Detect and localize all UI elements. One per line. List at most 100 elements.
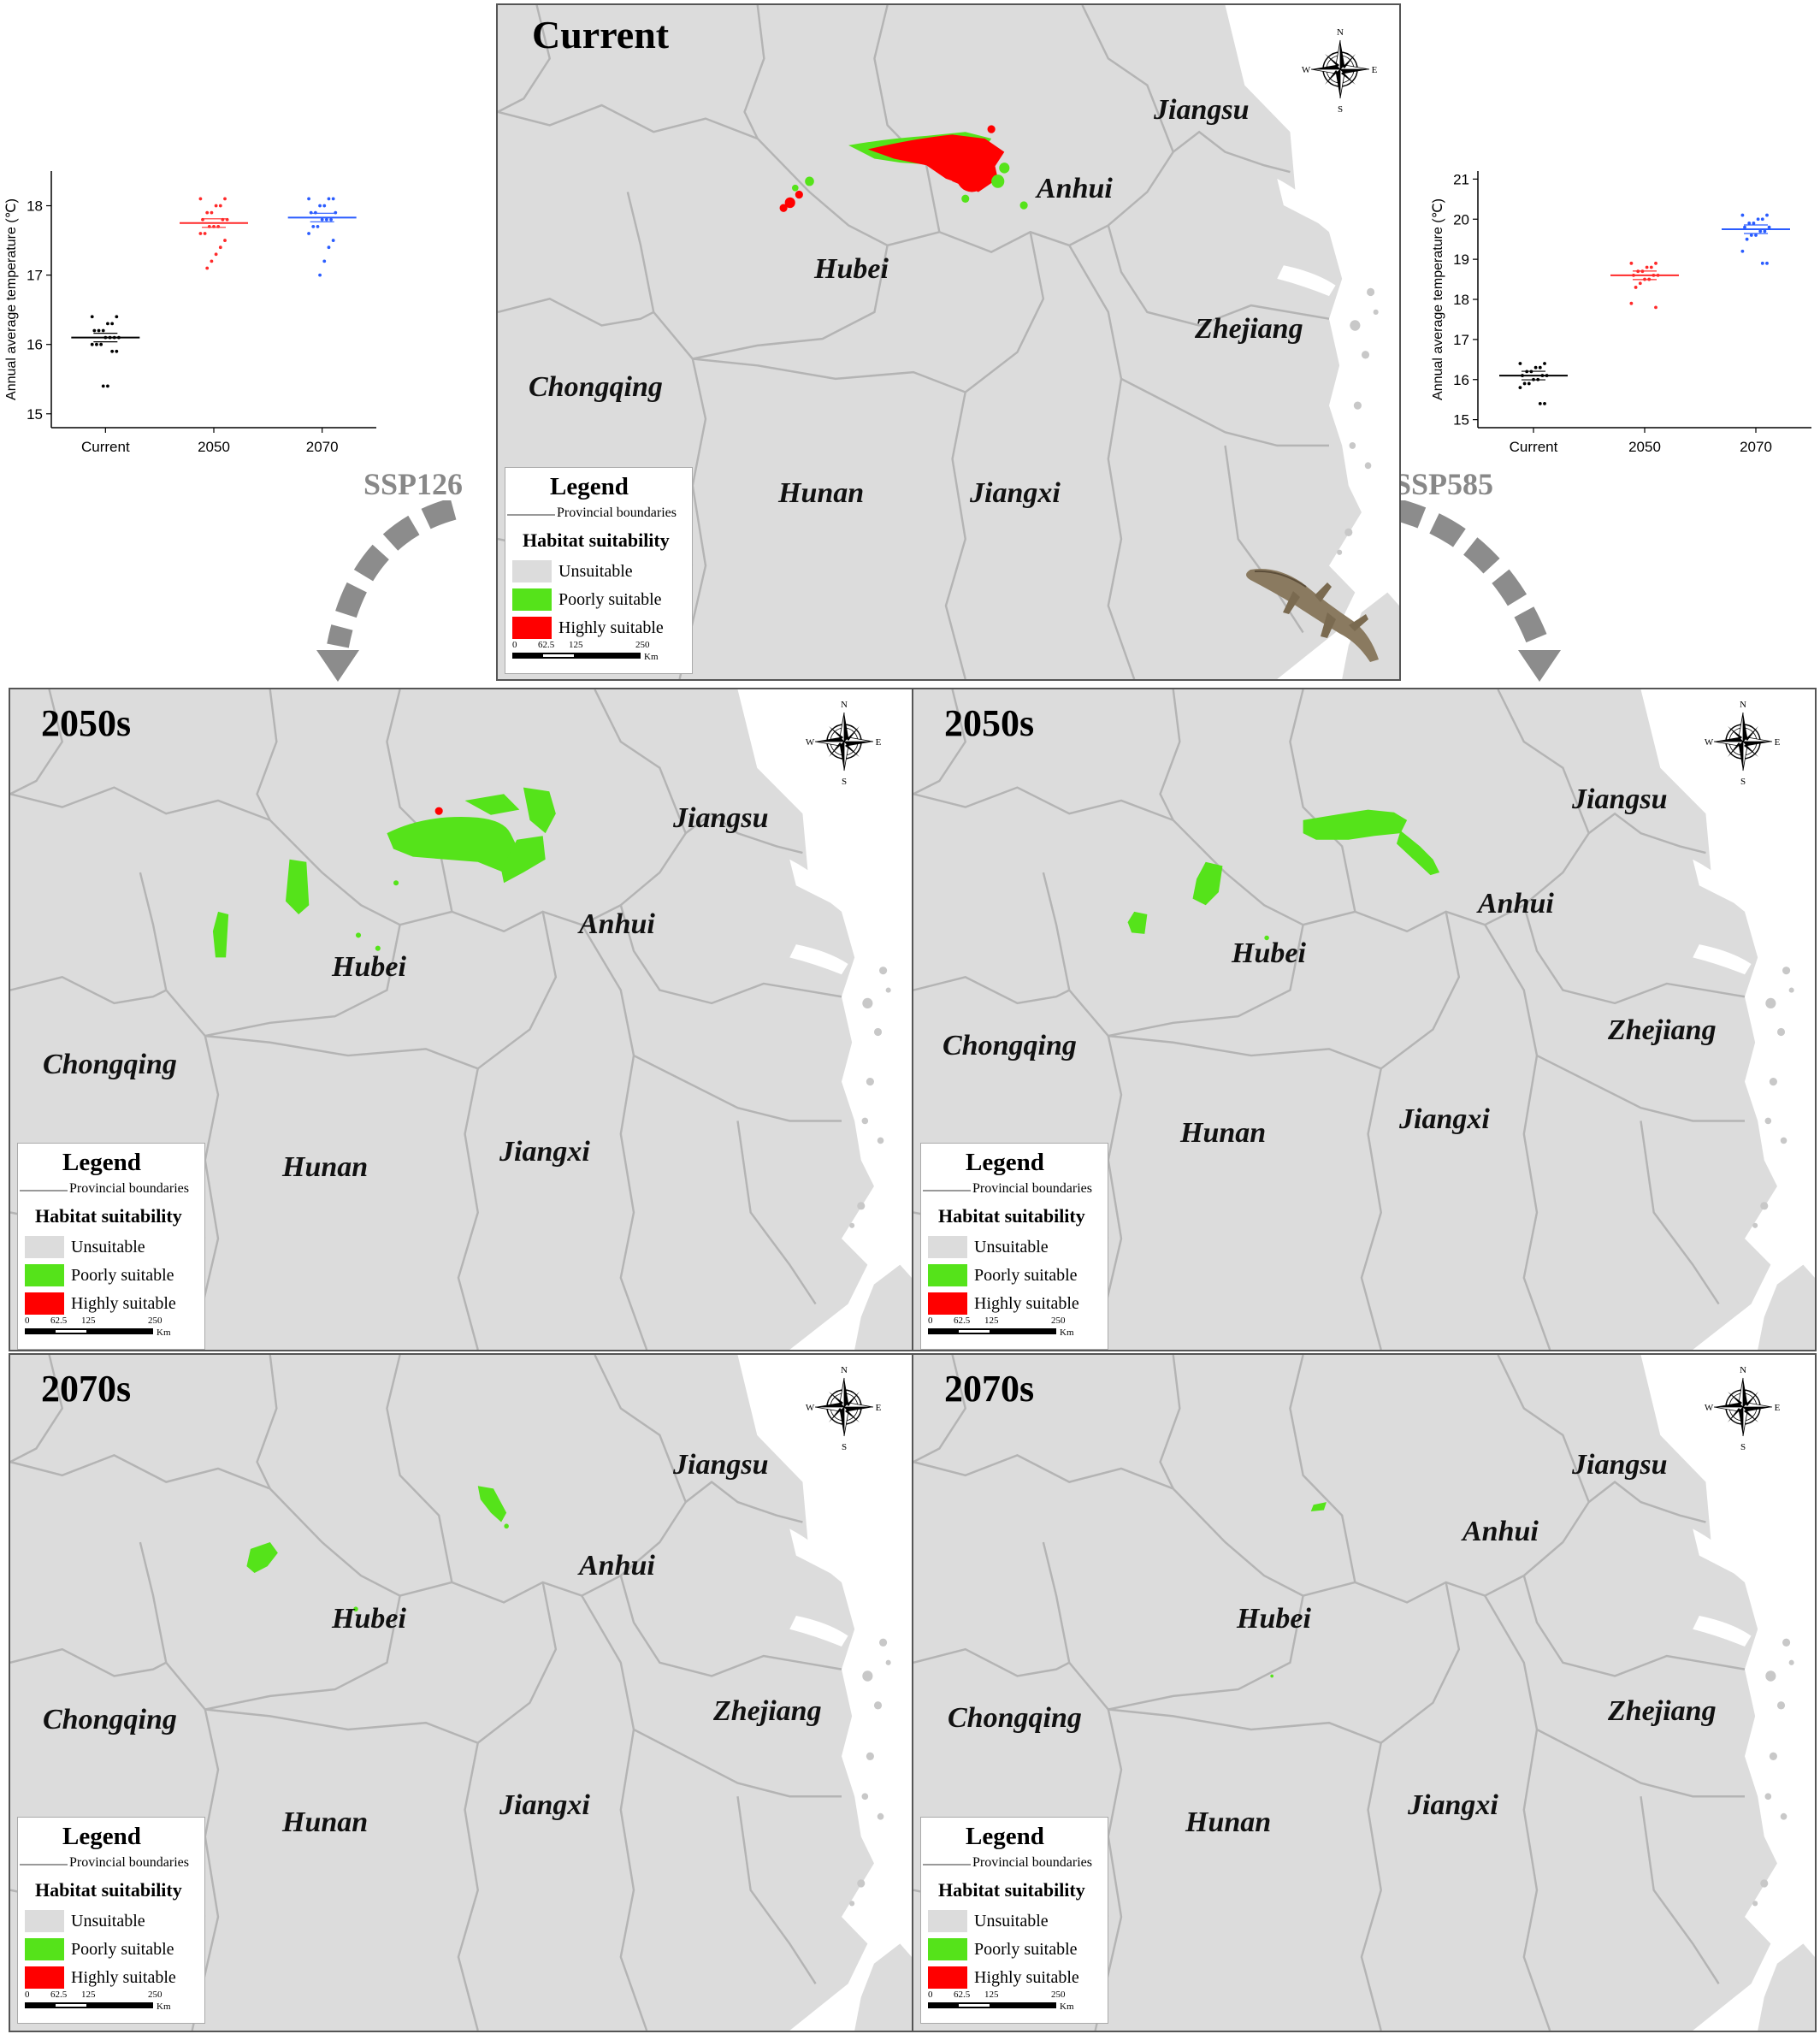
ssp585-chart-point-2-0 — [1740, 213, 1745, 217]
svg-text:0: 0 — [928, 1990, 933, 2000]
province-hunan: Hunan — [778, 477, 865, 509]
boundary-line-swatch — [20, 1190, 68, 1191]
ssp585-chart-point-0-11 — [1527, 381, 1531, 386]
legend-unsuitable: Unsuitable — [558, 562, 633, 581]
map-panel-ssp585-2050: 2050s Jiangsu Anhui Hubei Chongqing Zhej… — [912, 688, 1817, 1351]
map-legend: Legend Provincial boundaries Habitat sui… — [920, 1817, 1108, 2024]
svg-text:125: 125 — [81, 1990, 96, 2000]
ssp585-arrow-icon — [1391, 500, 1561, 682]
scale-label-0: 0 — [512, 640, 517, 650]
ssp585-chart-point-2-9 — [1758, 229, 1763, 234]
legend-title: Legend — [62, 1149, 141, 1176]
alligator-icon — [1246, 569, 1379, 662]
ssp585-label: SSP585 — [1394, 467, 1494, 501]
ssp126-chart-point-0-16 — [106, 384, 109, 388]
map-panel-current: Current Jiangsu Anhui Hubei Zhejiang Cho… — [496, 3, 1401, 681]
ssp126-chart-point-0-15 — [110, 349, 115, 353]
province-zhejiang: Zhejiang — [713, 1695, 822, 1727]
swatch-unsuitable — [928, 1236, 967, 1258]
scale-bar: 0 62.5 125 250 Km — [25, 1990, 171, 2012]
ssp126-chart-point-2-12 — [311, 224, 316, 228]
ssp585-chart-ylabel: Annual average temperature (℃) — [1431, 198, 1445, 400]
ssp126-chart-point-0-1 — [115, 315, 119, 319]
compass-icon — [1700, 695, 1786, 789]
legend-suitability-title: Habitat suitability — [938, 1205, 1085, 1227]
ssp585-chart-point-1-1 — [1654, 261, 1658, 265]
ssp126-chart-point-2-13 — [307, 232, 310, 235]
province-hunan: Hunan — [282, 1151, 369, 1183]
panel-title: 2070s — [944, 1368, 1035, 1410]
ssp126-chart-point-2-6 — [309, 210, 313, 215]
boundary-line-swatch — [507, 514, 555, 516]
ssp585-chart-point-2-1 — [1765, 213, 1769, 217]
ssp126-chart-point-1-16 — [214, 252, 218, 257]
legend-poorly: Poorly suitable — [71, 1940, 174, 1959]
compass-icon — [1700, 1360, 1786, 1454]
ssp126-chart-point-0-14 — [115, 349, 119, 353]
ssp126-chart-xtick-label-2: 2070 — [306, 439, 339, 455]
province-chongqing: Chongqing — [942, 1030, 1077, 1061]
compass-icon — [801, 695, 887, 789]
province-hubei: Hubei — [814, 253, 889, 285]
ssp585-chart-point-2-14 — [1765, 261, 1769, 265]
ssp585-chart-point-0-2 — [1538, 365, 1542, 370]
ssp126-chart-point-2-15 — [327, 245, 331, 250]
swatch-unsuitable — [25, 1236, 64, 1258]
ssp126-chart-point-1-1 — [223, 197, 227, 201]
ssp585-chart-point-2-11 — [1749, 234, 1753, 237]
ssp585-chart-point-0-3 — [1533, 365, 1538, 370]
ssp126-chart-point-2-1 — [331, 197, 335, 201]
ssp126-chart-point-1-15 — [218, 245, 222, 250]
ssp585-chart-xtick-label-2: 2070 — [1740, 439, 1772, 455]
province-chongqing: Chongqing — [43, 1704, 177, 1735]
province-zhejiang: Zhejiang — [1608, 1014, 1717, 1046]
ssp126-arrow-icon — [316, 500, 457, 682]
legend-title: Legend — [966, 1823, 1044, 1850]
svg-text:250: 250 — [1051, 1990, 1066, 2000]
svg-text:0: 0 — [928, 1316, 933, 1326]
base-map — [10, 689, 912, 1350]
legend-suitability-title: Habitat suitability — [35, 1205, 182, 1227]
svg-text:62.5: 62.5 — [954, 1316, 971, 1326]
boundary-line-swatch — [923, 1864, 971, 1865]
ssp585-chart-point-2-2 — [1760, 217, 1764, 222]
map-panel-ssp126-2070: 2070s Jiangsu Anhui Hubei Zhejiang Chong… — [9, 1353, 913, 2032]
ssp585-chart-point-2-5 — [1747, 222, 1752, 225]
swatch-poorly — [928, 1938, 967, 1960]
ssp126-chart-point-0-6 — [92, 328, 97, 333]
base-map — [498, 5, 1399, 679]
ssp585-chart-point-2-12 — [1745, 237, 1749, 241]
province-jiangsu: Jiangsu — [673, 1449, 769, 1481]
province-jiangsu: Jiangsu — [673, 802, 769, 834]
ssp126-chart-point-1-7 — [225, 217, 229, 222]
province-hubei: Hubei — [332, 1603, 406, 1635]
legend-poorly: Poorly suitable — [974, 1266, 1078, 1285]
svg-text:250: 250 — [148, 1990, 162, 2000]
legend-boundaries: Provincial boundaries — [69, 1181, 189, 1196]
boundary-line-swatch — [20, 1864, 68, 1865]
ssp126-chart-point-2-17 — [318, 273, 322, 277]
ssp585-chart-point-1-12 — [1634, 286, 1638, 289]
ssp585-chart-point-0-13 — [1518, 386, 1522, 390]
ssp585-chart-xtick-label-1: 2050 — [1628, 439, 1661, 455]
ssp126-chart-point-1-5 — [205, 210, 210, 215]
svg-text:62.5: 62.5 — [50, 1990, 68, 2000]
compass-icon — [1297, 22, 1383, 116]
legend-unsuitable: Unsuitable — [71, 1238, 145, 1256]
ssp126-chart-point-2-5 — [313, 210, 317, 215]
ssp585-chart-point-1-11 — [1638, 281, 1642, 286]
svg-text:Km: Km — [1060, 1327, 1074, 1338]
ssp126-chart-ytick-label-2: 17 — [27, 268, 43, 284]
ssp126-chart-point-2-10 — [320, 217, 324, 222]
ssp585-chart-ytick-label-3: 18 — [1453, 292, 1469, 308]
ssp126-chart-ytick-label-0: 15 — [27, 406, 43, 423]
legend-suitability-title: Habitat suitability — [35, 1879, 182, 1901]
ssp585-chart-point-1-13 — [1629, 301, 1634, 305]
province-chongqing: Chongqing — [529, 371, 663, 403]
ssp585-chart-ytick-label-2: 17 — [1453, 332, 1469, 348]
legend-title: Legend — [62, 1823, 141, 1850]
ssp126-label: SSP126 — [363, 467, 464, 501]
svg-text:Km: Km — [1060, 2001, 1074, 2012]
base-map — [10, 1355, 912, 2031]
ssp585-chart-point-1-0 — [1629, 261, 1634, 265]
